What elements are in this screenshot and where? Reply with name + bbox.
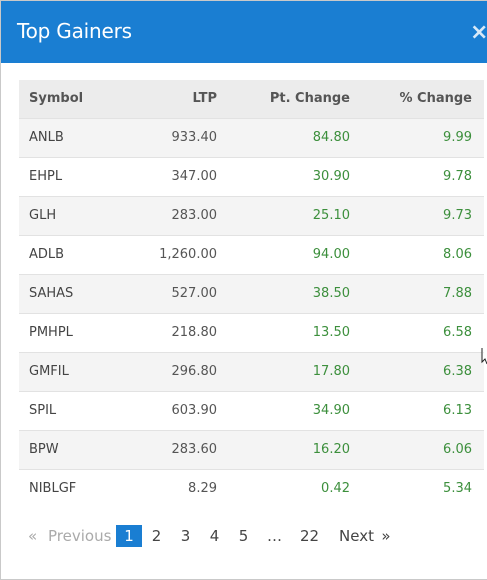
ltp-cell: 347.00 [171,169,218,184]
pct-change-cell: 8.06 [443,247,472,262]
pt-change-cell: 30.90 [312,169,350,184]
symbol-cell[interactable]: GLH [29,208,57,223]
symbol-cell[interactable]: ANLB [29,130,64,145]
symbol-cell[interactable]: SAHAS [29,286,74,301]
previous-arrow-icon: « [28,527,38,545]
table-row[interactable]: GLH 283.00 25.10 9.73 [19,196,484,235]
ltp-cell: 218.80 [171,325,218,340]
pt-change-cell: 34.90 [312,403,350,418]
symbol-cell[interactable]: NIBLGF [29,481,77,497]
pct-change-cell: 7.88 [443,286,472,301]
gainers-table: Symbol LTP Pt. Change % Change ANLB 933.… [19,80,484,508]
page-button-4[interactable]: 4 [209,527,220,545]
pt-change-cell: 0.42 [321,481,350,497]
close-icon[interactable]: × [470,20,487,45]
pct-change-cell: 9.78 [443,169,472,184]
ltp-cell: 283.60 [171,442,218,457]
symbol-cell[interactable]: EHPL [29,169,63,184]
pt-change-cell: 84.80 [312,130,350,145]
ltp-cell: 933.40 [171,130,218,145]
table-row[interactable]: BPW 283.60 16.20 6.06 [19,430,484,469]
page-button-5[interactable]: 5 [238,527,249,545]
ltp-cell: 1,260.00 [159,247,217,262]
column-header-ltp[interactable]: LTP [192,91,217,107]
pt-change-cell: 25.10 [312,208,350,223]
pct-change-cell: 6.38 [443,364,472,379]
table-row[interactable]: ANLB 933.40 84.80 9.99 [19,118,484,157]
table-row[interactable]: GMFIL 296.80 17.80 6.38 [19,352,484,391]
symbol-cell[interactable]: BPW [29,442,59,457]
symbol-cell[interactable]: PMHPL [29,325,73,340]
pagination-ellipsis: … [267,527,282,545]
table-row[interactable]: EHPL 347.00 30.90 9.78 [19,157,484,196]
pt-change-cell: 94.00 [312,247,350,262]
pt-change-cell: 16.20 [312,442,350,457]
symbol-cell[interactable]: GMFIL [29,364,69,379]
ltp-cell: 603.90 [171,403,218,418]
pt-change-cell: 17.80 [312,364,350,379]
next-arrow-icon[interactable]: » [381,527,391,545]
modal-title: Top Gainers [17,19,132,43]
ltp-cell: 296.80 [171,364,218,379]
symbol-cell[interactable]: ADLB [29,247,65,262]
ltp-cell: 527.00 [171,286,218,301]
pct-change-cell: 6.13 [443,403,472,418]
pagination: « Previous 1 2 3 4 5 … 22 Next » [28,525,396,547]
page-button-2[interactable]: 2 [151,527,162,545]
table-header-row: Symbol LTP Pt. Change % Change [19,80,484,118]
pct-change-cell: 5.34 [443,481,472,497]
mouse-cursor-icon [481,348,487,365]
ltp-cell: 8.29 [188,481,217,497]
next-page-button[interactable]: Next [339,527,374,545]
page-button-3[interactable]: 3 [180,527,191,545]
column-header-pct-change[interactable]: % Change [399,91,473,107]
column-header-symbol[interactable]: Symbol [29,91,84,107]
pct-change-cell: 6.58 [443,325,472,340]
page-button-22[interactable]: 22 [299,527,320,545]
modal-header: Top Gainers × [1,1,487,63]
column-header-pt-change[interactable]: Pt. Change [269,91,350,107]
table-row[interactable]: SAHAS 527.00 38.50 7.88 [19,274,484,313]
pct-change-cell: 9.73 [443,208,472,223]
pct-change-cell: 6.06 [443,442,472,457]
symbol-cell[interactable]: SPIL [29,403,57,418]
table-row[interactable]: SPIL 603.90 34.90 6.13 [19,391,484,430]
table-row[interactable]: PMHPL 218.80 13.50 6.58 [19,313,484,352]
pt-change-cell: 13.50 [312,325,350,340]
gainers-table-container: Symbol LTP Pt. Change % Change ANLB 933.… [19,80,487,508]
page-button-1[interactable]: 1 [116,525,142,547]
ltp-cell: 283.00 [171,208,218,223]
pct-change-cell: 9.99 [443,130,472,145]
previous-page-button: Previous [48,527,112,545]
table-row[interactable]: ADLB 1,260.00 94.00 8.06 [19,235,484,274]
pt-change-cell: 38.50 [312,286,350,301]
table-row[interactable]: NIBLGF 8.29 0.42 5.34 [19,469,484,508]
